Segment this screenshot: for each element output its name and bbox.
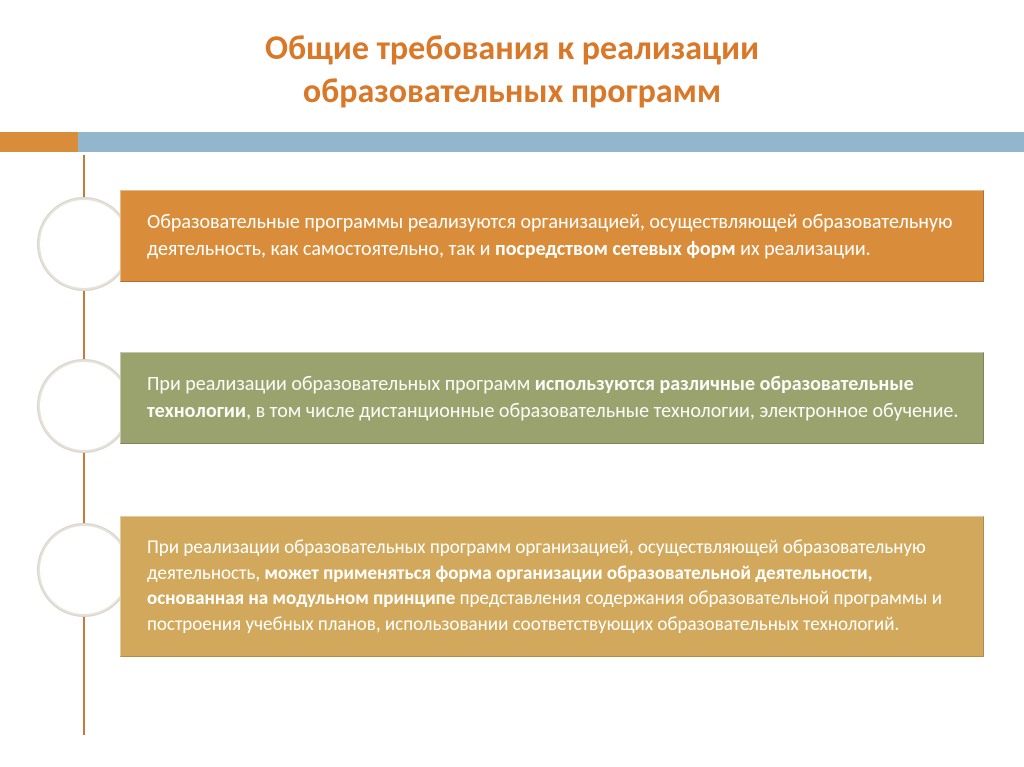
content-box-3: При реализации образовательных программ … xyxy=(120,516,984,657)
title-line1: Общие требования к реализации xyxy=(265,28,759,69)
bullet-circle xyxy=(38,360,130,452)
slide-title: Общие требования к реализации образовате… xyxy=(0,0,1024,123)
title-line2: образовательных программ xyxy=(303,71,721,112)
accent-bar-long xyxy=(78,132,1024,152)
box2-post: , в том числе дистанционные образователь… xyxy=(246,399,958,423)
bullet-circle xyxy=(38,198,130,290)
accent-bar-short xyxy=(0,132,78,152)
box2-pre: При реализации образовательных программ xyxy=(147,372,535,396)
box1-post: их реализации. xyxy=(736,237,871,261)
content-box-2: При реализации образовательных программ … xyxy=(120,352,984,444)
accent-bar xyxy=(0,132,1024,152)
bullet-circle xyxy=(38,524,130,616)
box1-bold: посредством сетевых форм xyxy=(495,237,736,261)
content-box-1: Образовательные программы реализуются ор… xyxy=(120,190,984,282)
